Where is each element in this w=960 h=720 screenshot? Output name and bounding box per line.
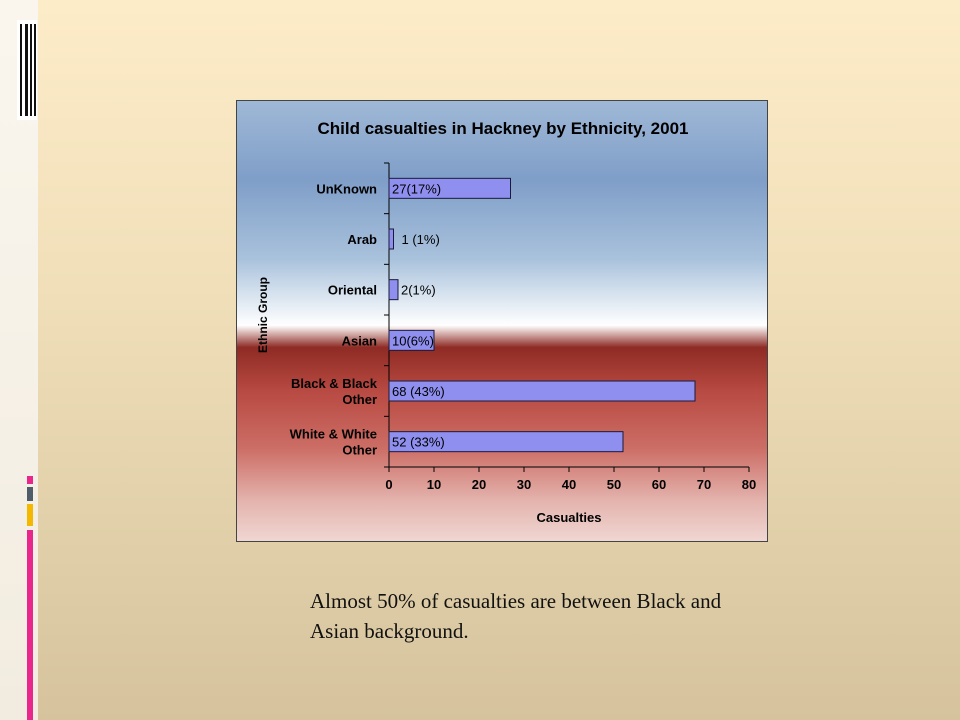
- slide-caption: Almost 50% of casualties are between Bla…: [310, 589, 722, 643]
- x-tick-label: 40: [562, 477, 576, 492]
- x-tick-label: 20: [472, 477, 486, 492]
- x-tick-label: 80: [742, 477, 756, 492]
- bar: [388, 279, 399, 301]
- y-axis-title: Ethnic Group: [256, 277, 270, 353]
- bar: [388, 431, 624, 453]
- bar: [388, 380, 696, 402]
- bar-chart: Child casualties in Hackney by Ethnicity…: [236, 100, 768, 542]
- x-tick-label: 70: [697, 477, 711, 492]
- category-label: Oriental: [328, 283, 377, 298]
- bar: [388, 228, 394, 250]
- x-tick-label: 60: [652, 477, 666, 492]
- category-label: White & White Other: [290, 427, 377, 458]
- data-label: 1 (1%): [402, 232, 440, 247]
- accent-bar-yellow: [27, 504, 33, 526]
- x-tick-label: 30: [517, 477, 531, 492]
- x-tick-label: 50: [607, 477, 621, 492]
- accent-bar-gray: [27, 487, 33, 501]
- category-label: Asian: [342, 333, 377, 348]
- chart-canvas: Child casualties in Hackney by Ethnicity…: [256, 119, 756, 525]
- data-label: 10(6%): [392, 333, 434, 348]
- accent-bar-pink: [27, 476, 33, 484]
- category-label: Black & Black Other: [291, 376, 378, 407]
- data-label: 52 (33%): [392, 435, 445, 450]
- chart-title: Child casualties in Hackney by Ethnicity…: [318, 119, 689, 138]
- x-axis-title: Casualties: [536, 510, 601, 525]
- columns-decor-icon: [17, 20, 37, 120]
- data-label: 68 (43%): [392, 384, 445, 399]
- bar: [388, 329, 435, 351]
- category-label: UnKnown: [316, 181, 377, 196]
- x-tick-label: 0: [385, 477, 392, 492]
- data-label: 2(1%): [401, 283, 436, 298]
- plot-area: 0 10 20 30 40 50 60 70 80 UnKnown 27(17%) Arab 1 (1%…: [290, 162, 756, 492]
- bar: [388, 177, 511, 199]
- data-label: 27(17%): [392, 181, 441, 196]
- category-label: Arab: [347, 232, 377, 247]
- accent-bar-pink-long: [27, 530, 33, 720]
- x-tick-label: 10: [427, 477, 441, 492]
